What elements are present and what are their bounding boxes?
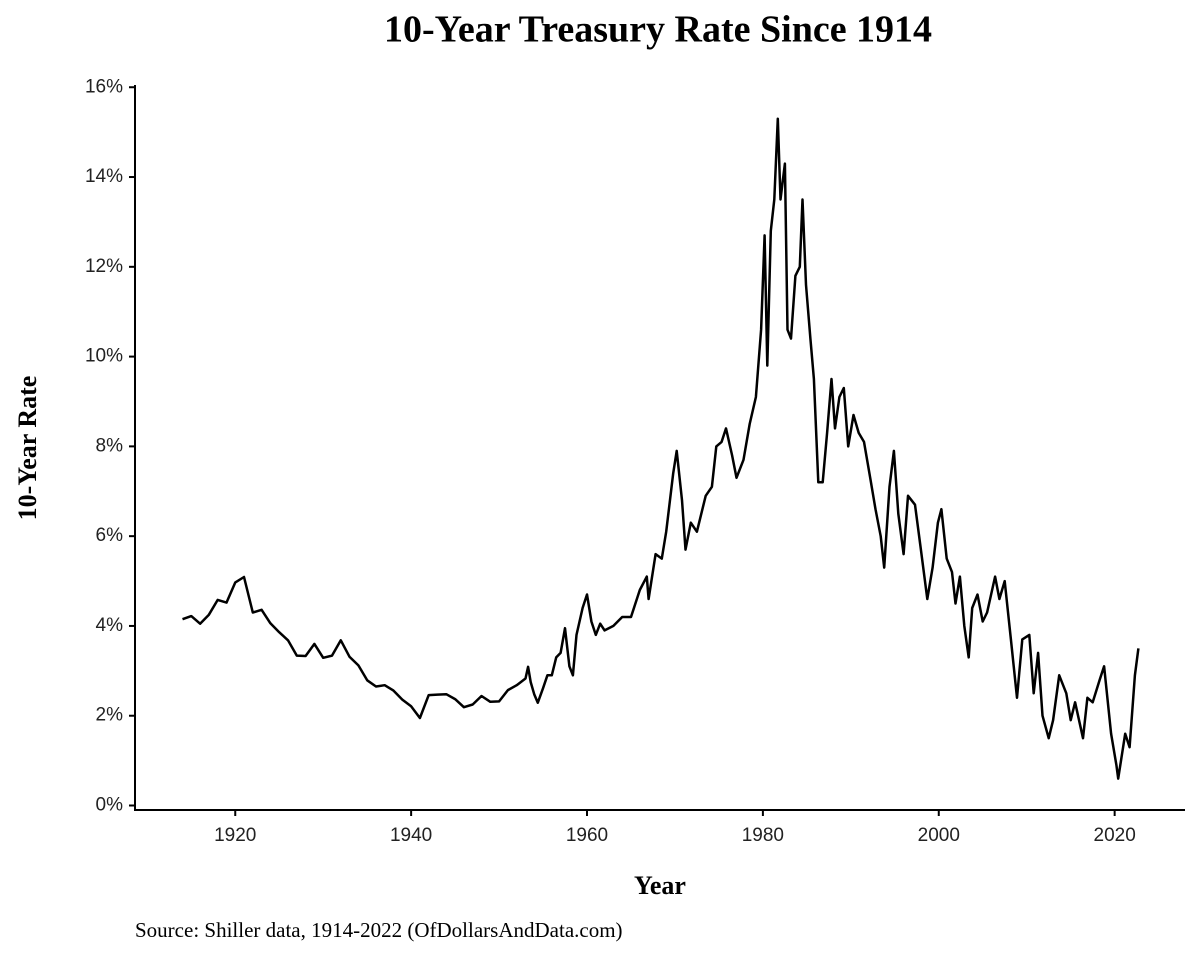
x-tick-label: 1980 — [742, 825, 784, 846]
chart-title: 10-Year Treasury Rate Since 1914 — [384, 9, 932, 51]
y-tick-label: 6% — [96, 525, 124, 546]
x-tick-label: 2000 — [918, 825, 960, 846]
y-tick-label: 4% — [96, 615, 124, 636]
rate-line — [182, 117, 1140, 780]
source-note: Source: Shiller data, 1914-2022 (OfDolla… — [135, 918, 623, 942]
y-tick-label: 8% — [96, 435, 124, 456]
x-tick-label: 1960 — [566, 825, 608, 846]
y-axis-label: 10-Year Rate — [13, 376, 42, 521]
y-tick-label: 0% — [96, 795, 124, 816]
y-tick-label: 14% — [85, 166, 123, 187]
x-axis-label: Year — [634, 871, 686, 900]
y-tick-label: 2% — [96, 705, 124, 726]
x-tick-label: 1920 — [214, 825, 256, 846]
y-tick-label: 12% — [85, 256, 123, 277]
y-tick-label: 10% — [85, 346, 123, 367]
x-tick-label: 2020 — [1094, 825, 1136, 846]
y-tick-label: 16% — [85, 76, 123, 97]
x-tick-label: 1940 — [390, 825, 432, 846]
